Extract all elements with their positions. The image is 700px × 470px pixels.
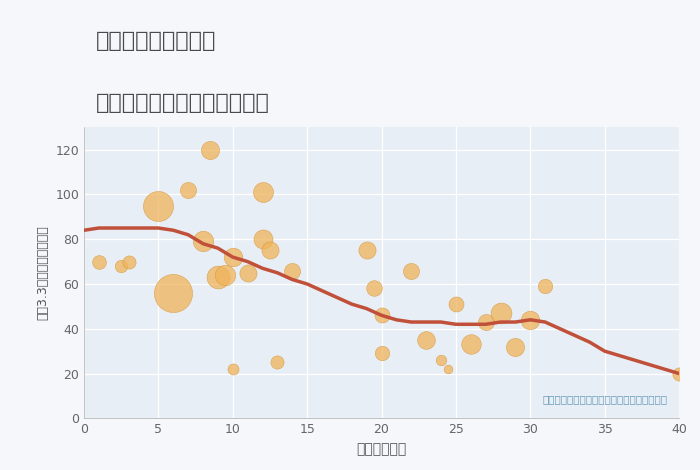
Point	[272, 359, 283, 366]
Point	[361, 247, 372, 254]
Point	[465, 341, 476, 348]
Point	[257, 188, 268, 196]
Point	[93, 258, 104, 266]
Point	[183, 186, 194, 194]
Point	[265, 247, 276, 254]
X-axis label: 築年数（年）: 築年数（年）	[356, 442, 407, 456]
Point	[116, 262, 127, 270]
Point	[212, 274, 223, 281]
Point	[368, 285, 379, 292]
Point	[376, 312, 387, 319]
Point	[220, 271, 231, 279]
Text: 築年数別中古マンション価格: 築年数別中古マンション価格	[96, 94, 270, 113]
Point	[510, 343, 521, 351]
Text: 円の大きさは、取引のあった物件面積を示す: 円の大きさは、取引のあった物件面積を示す	[542, 394, 667, 404]
Point	[450, 300, 461, 308]
Point	[421, 336, 432, 344]
Point	[287, 267, 298, 274]
Text: 三重県名張市上八町: 三重県名張市上八町	[96, 31, 216, 51]
Point	[242, 269, 253, 276]
Point	[406, 267, 417, 274]
Point	[227, 253, 238, 261]
Point	[153, 202, 164, 210]
Point	[257, 235, 268, 243]
Y-axis label: 坪（3.3㎡）単価（万円）: 坪（3.3㎡）単価（万円）	[36, 226, 50, 320]
Point	[435, 356, 447, 364]
Point	[495, 309, 506, 317]
Point	[123, 258, 134, 266]
Point	[168, 289, 179, 297]
Point	[673, 370, 685, 377]
Point	[480, 318, 491, 326]
Point	[197, 238, 209, 245]
Point	[525, 316, 536, 323]
Point	[540, 282, 551, 290]
Point	[227, 365, 238, 373]
Point	[376, 350, 387, 357]
Point	[443, 365, 454, 373]
Point	[205, 146, 216, 153]
